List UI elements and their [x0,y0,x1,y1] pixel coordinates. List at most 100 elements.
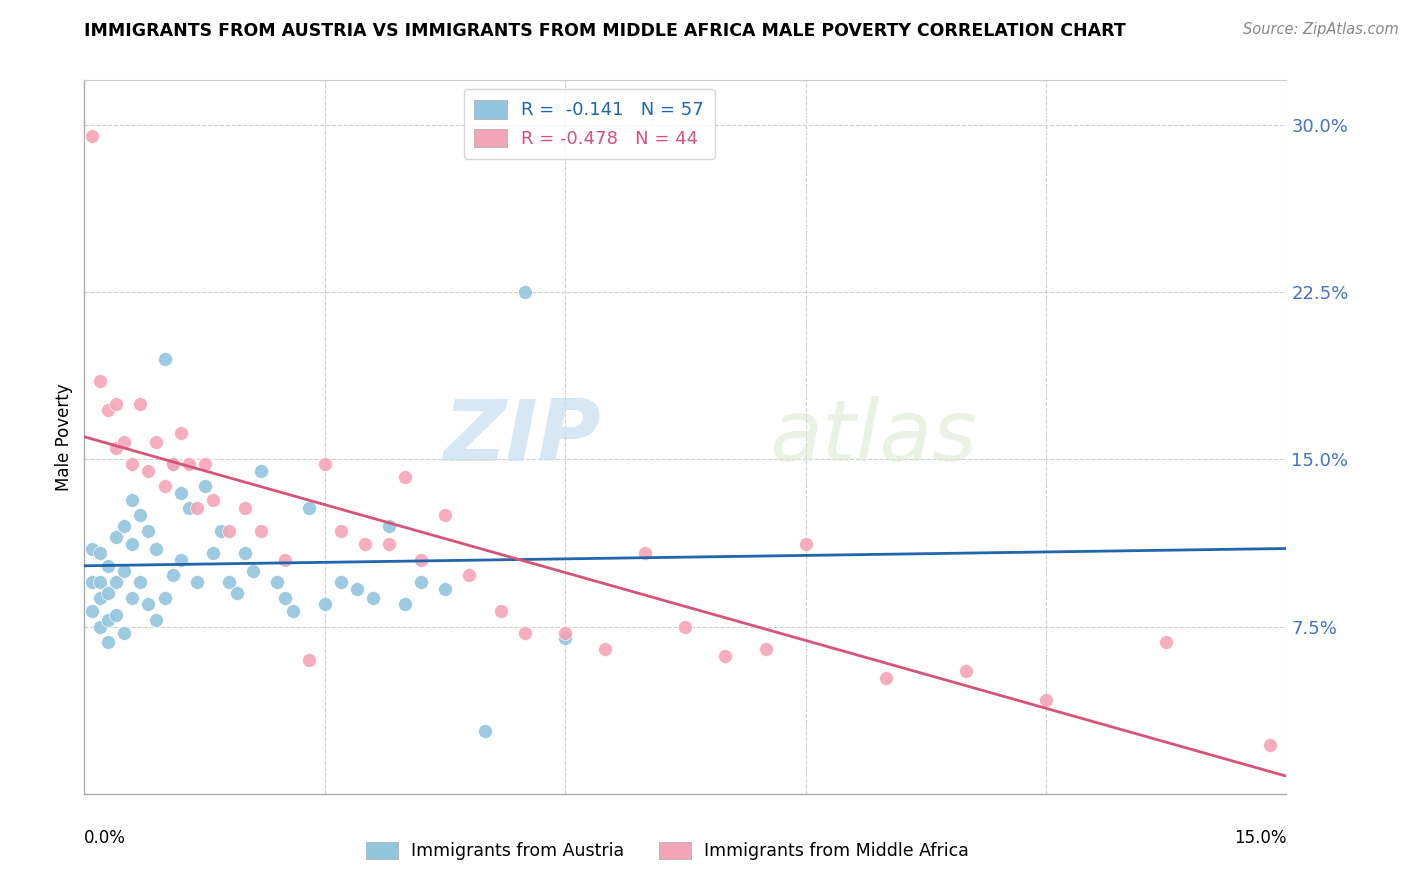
Point [201,546,224,560]
Text: IMMIGRANTS FROM AUSTRIA VS IMMIGRANTS FROM MIDDLE AFRICA MALE POVERTY CORRELATIO: IMMIGRANTS FROM AUSTRIA VS IMMIGRANTS FR… [84,22,1126,40]
Point [169,552,191,567]
Point [121,457,143,471]
Point [162,568,184,582]
Point [129,396,152,410]
Point [394,598,416,612]
Point [121,591,143,605]
Text: ZIP: ZIP [444,395,602,479]
Point [209,524,232,538]
Point [955,664,977,678]
Point [875,671,897,685]
Point [249,524,271,538]
Point [114,519,135,533]
Point [114,434,135,449]
Point [329,524,352,538]
Point [138,524,160,538]
Point [153,591,176,605]
Point [129,574,152,589]
Point [249,464,271,478]
Point [82,604,104,618]
Point [218,524,240,538]
Point [89,375,111,389]
Point [186,574,208,589]
Point [153,479,176,493]
Point [554,626,576,640]
Point [242,564,264,578]
Point [82,129,104,144]
Point [329,574,352,589]
Point [394,470,416,484]
Point [186,501,208,516]
Point [489,604,512,618]
Text: 15.0%: 15.0% [1234,829,1286,847]
Point [105,608,128,623]
Point [266,574,288,589]
Point [274,552,297,567]
Point [89,591,111,605]
Point [97,635,120,649]
Point [105,574,128,589]
Text: Source: ZipAtlas.com: Source: ZipAtlas.com [1243,22,1399,37]
Point [554,631,576,645]
Point [233,546,256,560]
Point [169,425,191,440]
Point [314,457,336,471]
Point [82,574,104,589]
Point [675,619,697,633]
Point [105,530,128,544]
Point [354,537,377,551]
Text: 0.0%: 0.0% [84,829,127,847]
Point [1035,693,1057,707]
Point [105,396,128,410]
Point [218,574,240,589]
Point [114,564,135,578]
Point [162,457,184,471]
Point [89,619,111,633]
Point [162,457,184,471]
Point [474,724,496,739]
Point [434,582,457,596]
Point [138,598,160,612]
Point [194,457,217,471]
Point [121,492,143,507]
Point [145,434,167,449]
Point [515,285,537,300]
Point [201,492,224,507]
Point [129,508,152,523]
Point [177,501,200,516]
Point [177,457,200,471]
Point [121,537,143,551]
Point [1156,635,1178,649]
Point [169,485,191,500]
Point [225,586,247,600]
Text: atlas: atlas [769,395,977,479]
Point [194,479,217,493]
Point [298,501,321,516]
Point [89,574,111,589]
Point [434,508,457,523]
Point [378,519,401,533]
Point [634,546,657,560]
Point [233,501,256,516]
Legend: R =  -0.141   N = 57, R = -0.478   N = 44: R = -0.141 N = 57, R = -0.478 N = 44 [464,89,714,159]
Point [409,574,432,589]
Point [409,552,432,567]
Point [145,613,167,627]
Point [794,537,817,551]
Point [515,626,537,640]
Point [138,464,160,478]
Point [298,653,321,667]
Point [714,648,737,663]
Point [97,559,120,574]
Point [105,442,128,455]
Point [314,598,336,612]
Point [97,613,120,627]
Point [281,604,304,618]
Point [97,586,120,600]
Point [153,351,176,366]
Legend: Immigrants from Austria, Immigrants from Middle Africa: Immigrants from Austria, Immigrants from… [360,835,976,867]
Point [82,541,104,556]
Point [89,546,111,560]
Point [595,642,617,657]
Y-axis label: Male Poverty: Male Poverty [55,384,73,491]
